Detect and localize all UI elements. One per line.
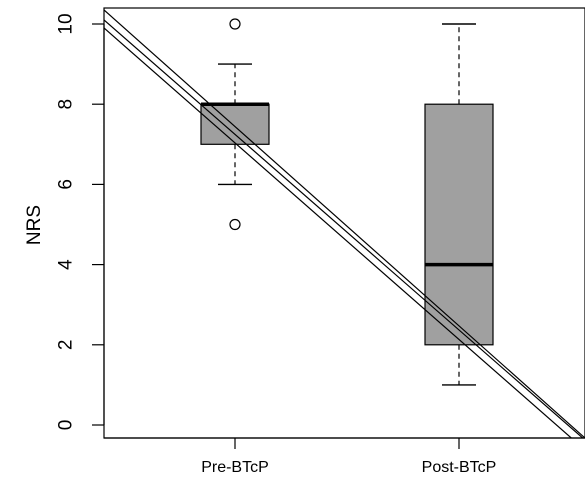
box-body bbox=[424, 103, 494, 346]
x-axis: Pre-BTcP Post-BTcP bbox=[104, 437, 585, 476]
outlier-point bbox=[229, 218, 241, 231]
diagonal-line bbox=[104, 19, 584, 438]
box-1 bbox=[200, 18, 270, 231]
plot-area bbox=[103, 7, 585, 439]
overlay-diagonal-lines bbox=[104, 9, 585, 438]
y-tick-label: 2 bbox=[56, 340, 77, 351]
y-tick-label: 0 bbox=[56, 420, 77, 431]
y-axis: 0 2 4 6 8 10 bbox=[56, 13, 105, 430]
diagonal-line bbox=[104, 9, 585, 438]
x-tick-label: Post-BTcP bbox=[422, 459, 497, 476]
y-tick-label: 4 bbox=[56, 259, 77, 270]
outlier-point bbox=[229, 18, 241, 30]
box-2 bbox=[424, 23, 494, 386]
y-axis-title: NRS bbox=[24, 205, 45, 245]
x-tick-label: Pre-BTcP bbox=[201, 459, 269, 476]
y-tick-label: 10 bbox=[56, 13, 77, 34]
y-tick-label: 6 bbox=[56, 179, 77, 190]
diagonal-line bbox=[104, 27, 573, 438]
y-tick-label: 8 bbox=[56, 99, 77, 110]
box-body bbox=[200, 103, 270, 145]
